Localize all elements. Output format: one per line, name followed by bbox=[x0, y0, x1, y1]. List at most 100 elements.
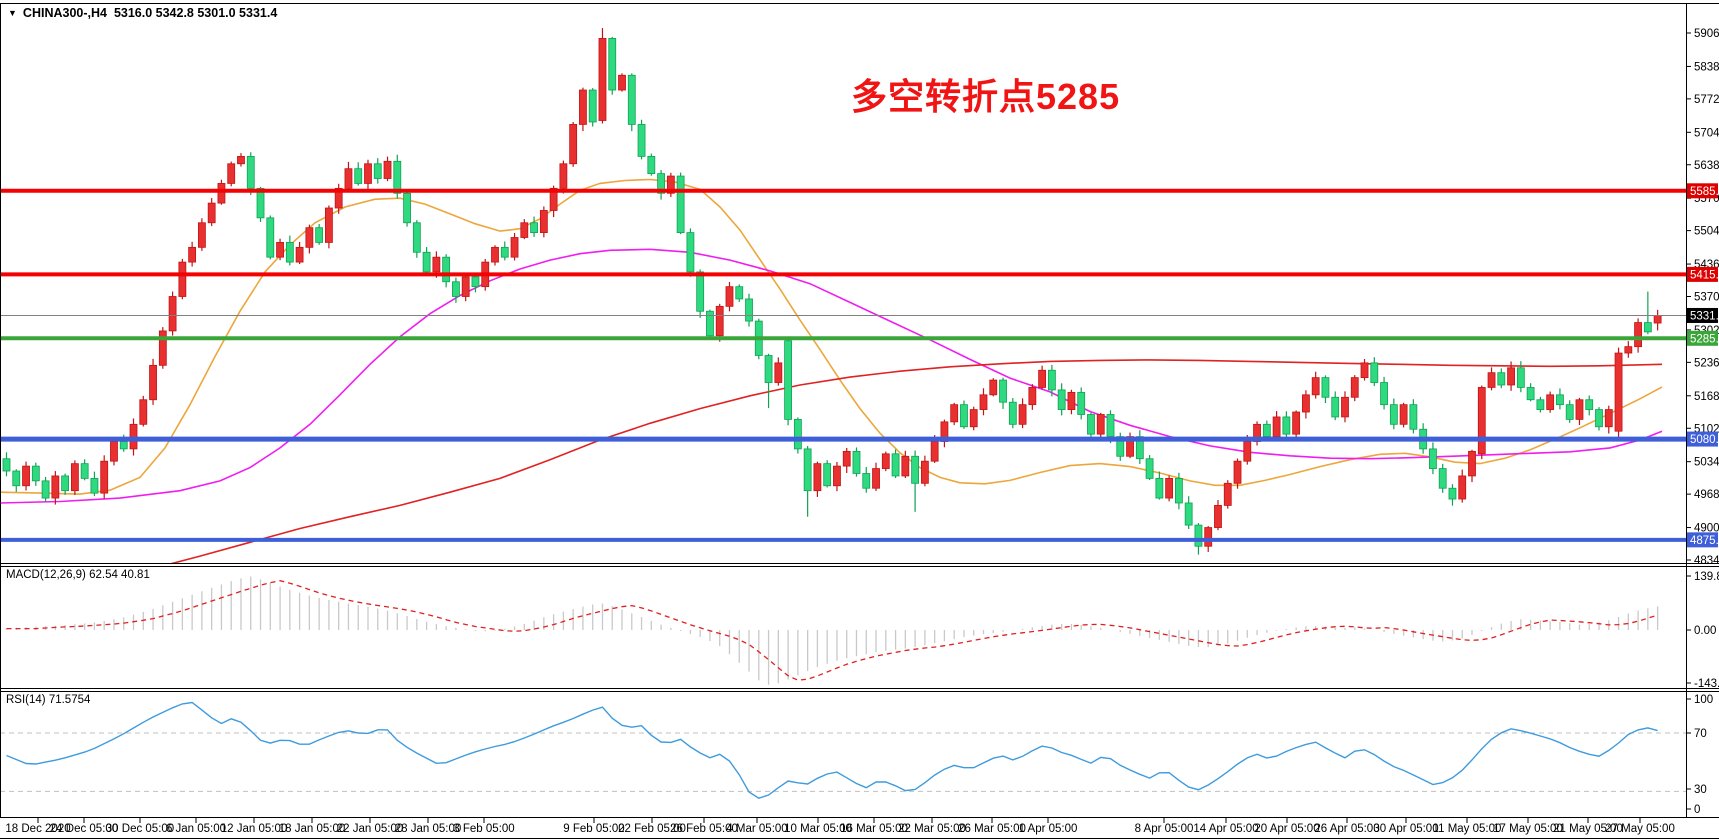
candle-body bbox=[1331, 396, 1340, 418]
rsi-line bbox=[6, 701, 1658, 799]
date-axis-label: 9 Feb 05:00 bbox=[563, 823, 624, 835]
candle bbox=[1233, 458, 1242, 489]
candle bbox=[852, 447, 861, 477]
candle bbox=[579, 87, 587, 131]
candle bbox=[1556, 388, 1564, 410]
candle-body bbox=[188, 246, 197, 263]
candle bbox=[364, 159, 372, 190]
candle bbox=[657, 170, 665, 200]
price-tag-5080.0: 5080.0 bbox=[1687, 431, 1719, 447]
date-axis-label: 27 May 05:00 bbox=[1605, 823, 1675, 835]
price-axis-label: 5370.0 bbox=[1694, 292, 1719, 304]
candle-body bbox=[969, 409, 978, 428]
candle bbox=[1321, 375, 1330, 404]
macd-histogram bbox=[5, 576, 1659, 685]
candle-body bbox=[100, 460, 109, 494]
candle bbox=[100, 455, 109, 499]
candle bbox=[1614, 347, 1623, 441]
candle bbox=[1399, 402, 1408, 428]
rsi-axis-label: 30 bbox=[1694, 784, 1707, 796]
candle bbox=[12, 469, 21, 492]
candle-body bbox=[22, 465, 30, 487]
candle-body bbox=[803, 448, 812, 492]
price-tag-4875.0: 4875.0 bbox=[1687, 532, 1719, 548]
dropdown-icon[interactable]: ▼ bbox=[8, 8, 17, 18]
price-axis-label: 5838.0 bbox=[1694, 61, 1719, 73]
candle bbox=[1145, 455, 1154, 481]
candle-body bbox=[1389, 404, 1398, 425]
candle-body bbox=[285, 242, 294, 263]
candle bbox=[618, 73, 626, 92]
date-axis-label: 22 Mar 05:00 bbox=[898, 823, 966, 835]
candle-body bbox=[2, 458, 11, 472]
price-axis-label: 4968.0 bbox=[1694, 489, 1719, 501]
candle-body bbox=[715, 305, 724, 337]
candle bbox=[471, 274, 480, 293]
candle-body bbox=[1165, 477, 1174, 499]
candle-body bbox=[1458, 475, 1467, 500]
candle-body bbox=[80, 463, 89, 479]
candle bbox=[686, 228, 695, 277]
candle bbox=[1047, 364, 1056, 397]
candle-body bbox=[1614, 352, 1623, 432]
candle-body bbox=[1350, 377, 1359, 398]
candle bbox=[412, 220, 421, 258]
candle bbox=[158, 327, 167, 369]
candle bbox=[833, 462, 841, 492]
date-axis-label: 21 May 05:00 bbox=[1553, 823, 1623, 835]
candle-body bbox=[1214, 505, 1222, 528]
candle bbox=[1135, 430, 1144, 464]
candle bbox=[1526, 383, 1535, 402]
candle-body bbox=[1565, 404, 1574, 420]
candle bbox=[197, 218, 206, 251]
candle-body bbox=[725, 286, 734, 307]
candle-body bbox=[823, 463, 832, 487]
candle bbox=[1634, 318, 1642, 353]
candle-body bbox=[559, 163, 568, 189]
macd-indicator-label: MACD(12,26,9) 62.54 40.81 bbox=[6, 569, 150, 581]
date-axis-label: 26 Mar 05:00 bbox=[958, 823, 1026, 835]
candle-body bbox=[12, 470, 21, 487]
candle bbox=[960, 400, 968, 429]
candle bbox=[1087, 412, 1095, 441]
price-tag-5585.0: 5585.0 bbox=[1687, 183, 1719, 199]
candle bbox=[31, 462, 40, 486]
candle-body bbox=[1575, 399, 1584, 420]
chart-frame bbox=[0, 3, 1719, 839]
candle bbox=[1311, 371, 1320, 399]
candle bbox=[725, 281, 734, 312]
candle bbox=[881, 451, 890, 472]
candle-body bbox=[305, 227, 314, 248]
macd-panel bbox=[5, 576, 1659, 685]
candle-body bbox=[1341, 396, 1349, 418]
price-axis[interactable]: 5906.05838.05772.05704.05638.05570.05504… bbox=[1686, 28, 1719, 567]
candle bbox=[1126, 432, 1134, 459]
candle-body bbox=[666, 175, 675, 194]
candle bbox=[520, 219, 529, 240]
candle-body bbox=[833, 465, 841, 487]
candle bbox=[510, 233, 519, 261]
candle-body bbox=[872, 468, 880, 489]
price-axis-label: 5236.0 bbox=[1694, 357, 1719, 369]
date-axis-label: 10 Mar 05:00 bbox=[784, 823, 852, 835]
candle bbox=[764, 353, 773, 409]
price-tag-text: 5585.0 bbox=[1690, 186, 1719, 198]
candle bbox=[1595, 407, 1603, 431]
candle-body bbox=[1448, 487, 1457, 500]
candle bbox=[2, 452, 11, 477]
candle bbox=[1380, 376, 1388, 410]
candle-body bbox=[1595, 409, 1603, 428]
macd-axis[interactable]: 139.86 0.00 -143.82 bbox=[1686, 571, 1719, 690]
rsi-axis[interactable]: 100 70 30 0 bbox=[1686, 694, 1713, 816]
candle-body bbox=[1223, 482, 1232, 506]
price-axis-label: 5704.0 bbox=[1694, 127, 1719, 139]
price-tag-text: 5285.0 bbox=[1690, 333, 1719, 345]
candle-body bbox=[461, 276, 470, 297]
annotation-text[interactable]: 多空转折点5285 bbox=[851, 76, 1121, 117]
candle-body bbox=[1175, 477, 1183, 504]
candle-body bbox=[579, 89, 587, 125]
candle-body bbox=[657, 173, 665, 194]
candle-body bbox=[881, 453, 890, 469]
